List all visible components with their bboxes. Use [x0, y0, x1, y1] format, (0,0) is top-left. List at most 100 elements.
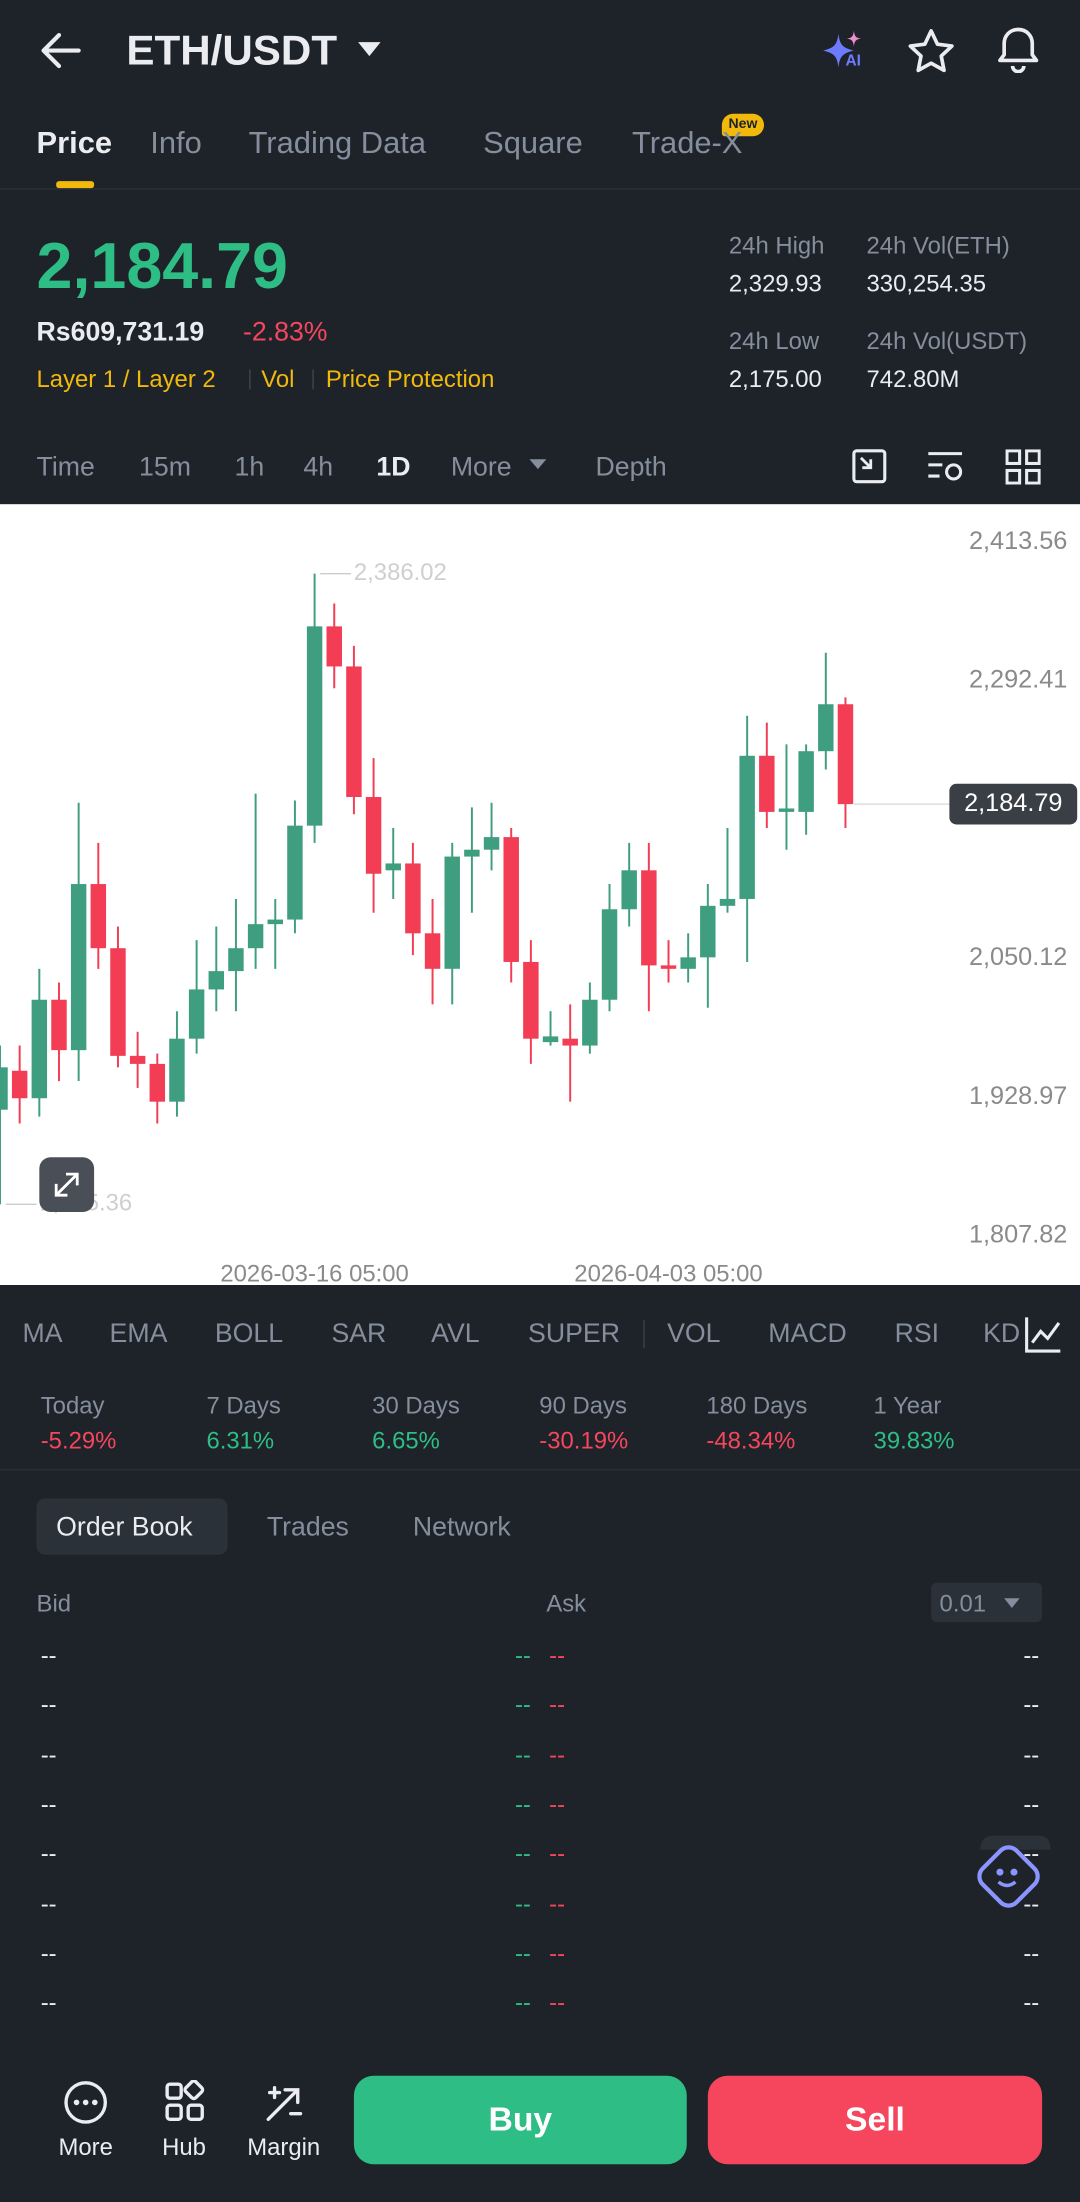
ask-amount: -- [1023, 1741, 1040, 1769]
margin-icon[interactable] [263, 2080, 308, 2125]
layout-icon[interactable] [1005, 449, 1041, 485]
precision-select[interactable] [931, 1582, 1043, 1623]
precision[interactable]: 0.01 [939, 1590, 987, 1618]
stat-label: 24h Low [728, 327, 820, 355]
nav-label[interactable]: More [58, 2134, 113, 2161]
indicator[interactable]: KDJ [983, 1319, 1020, 1349]
indicator[interactable]: AVL [431, 1319, 480, 1349]
ask-amount: -- [1023, 1890, 1040, 1918]
interval[interactable]: 4h [303, 452, 334, 483]
tab[interactable]: Trading Data [248, 124, 427, 161]
candle-body [719, 898, 736, 906]
candle-body [464, 849, 480, 857]
ask-price: -- [549, 1890, 566, 1918]
back-button[interactable] [39, 31, 81, 70]
candle-body [424, 933, 441, 969]
stat-label: 24h Vol(ETH) [866, 232, 1010, 260]
nav-label[interactable]: Margin [247, 2134, 321, 2161]
book-tab[interactable]: Network [412, 1513, 511, 1543]
bid-amount: -- [514, 1989, 531, 2017]
candle-body [129, 1055, 146, 1064]
indicator[interactable]: EMA [109, 1319, 168, 1349]
candle-body [326, 626, 342, 667]
candle-body [11, 1070, 28, 1099]
indicator[interactable]: RSI [894, 1319, 940, 1349]
interval[interactable]: Time [36, 452, 95, 483]
ask-header: Ask [546, 1590, 587, 1618]
interval[interactable]: 1D [376, 452, 411, 483]
separator: | [247, 366, 253, 391]
indicator[interactable]: MACD [768, 1319, 847, 1349]
chart-tool-icon[interactable] [851, 448, 888, 485]
tab[interactable]: Trade-X [631, 124, 743, 161]
indicator[interactable]: SAR [331, 1319, 387, 1349]
bid-amount: -- [514, 1741, 531, 1769]
tab[interactable]: Price [36, 124, 113, 161]
expand-button[interactable] [39, 1157, 95, 1213]
tag[interactable]: Vol [261, 365, 295, 393]
candle-body [680, 957, 696, 969]
candle-body [149, 1063, 166, 1102]
buy-button[interactable] [353, 2075, 687, 2165]
y-tick-label: 1,928.97 [969, 1082, 1067, 1110]
book-tab[interactable]: Order Book [56, 1513, 193, 1543]
pair-dropdown[interactable] [357, 41, 382, 58]
ask-price: -- [549, 1791, 566, 1818]
candle-body [90, 884, 107, 949]
candle-body [0, 1067, 8, 1110]
candle-body [287, 825, 303, 920]
separator: | [310, 366, 316, 391]
bid-price: -- [40, 1741, 57, 1769]
stat-value: 2,175.00 [728, 365, 822, 393]
assistant-button[interactable] [969, 1833, 1053, 1912]
candle-body [837, 704, 854, 805]
candle-body [405, 863, 421, 934]
indicator[interactable]: VOL [667, 1319, 721, 1349]
interval[interactable]: Depth [595, 452, 667, 483]
buy-label[interactable]: Buy [488, 2101, 553, 2139]
more-icon[interactable] [63, 2080, 108, 2125]
ai-icon[interactable] [820, 30, 868, 73]
last-price-box [949, 783, 1078, 825]
ask-price: -- [549, 1692, 566, 1719]
indicator[interactable]: BOLL [214, 1319, 284, 1349]
pair-title: ETH/USDT [126, 28, 338, 75]
indicator-settings[interactable] [1024, 1315, 1063, 1354]
tab[interactable]: Info [150, 124, 202, 161]
indicator[interactable]: MA [22, 1319, 63, 1349]
candle-body [621, 870, 637, 910]
hub-icon[interactable] [163, 2079, 208, 2125]
candle-body [739, 755, 755, 899]
bid-amount: -- [514, 1692, 531, 1719]
interval[interactable]: More [450, 452, 512, 483]
interval[interactable]: 1h [234, 452, 265, 483]
indicator-bar [0, 1285, 1080, 1381]
chart-settings-icon[interactable] [926, 449, 965, 483]
candle-body [365, 797, 382, 874]
bid-price: -- [40, 1890, 57, 1918]
more-caret [529, 459, 547, 470]
interval[interactable]: 15m [139, 452, 191, 483]
ask-amount: -- [1023, 1791, 1040, 1818]
period-change: 39.83% [873, 1427, 955, 1455]
tag[interactable]: Price Protection [325, 365, 495, 393]
tag[interactable]: Layer 1 / Layer 2 [36, 365, 216, 393]
candle-body [385, 863, 401, 871]
tab[interactable]: Square [483, 124, 583, 161]
new-badge: New [728, 116, 758, 133]
bid-header: Bid [36, 1590, 72, 1618]
nav-label[interactable]: Hub [162, 2134, 206, 2161]
indicator[interactable]: SUPER [528, 1319, 621, 1349]
book-tab[interactable]: Trades [266, 1513, 349, 1543]
sell-button[interactable] [707, 2075, 1043, 2165]
precision-caret [1004, 1598, 1020, 1609]
alert-button[interactable] [994, 25, 1042, 74]
ask-price: -- [549, 1741, 566, 1769]
candle-body [483, 837, 500, 850]
ask-amount: -- [1023, 1989, 1040, 2017]
favorite-button[interactable] [907, 28, 955, 73]
ask-price: -- [549, 1840, 566, 1868]
y-tick-label: 1,807.82 [969, 1221, 1067, 1249]
tab-pill [36, 1498, 228, 1555]
sell-label[interactable]: Sell [844, 2101, 905, 2139]
